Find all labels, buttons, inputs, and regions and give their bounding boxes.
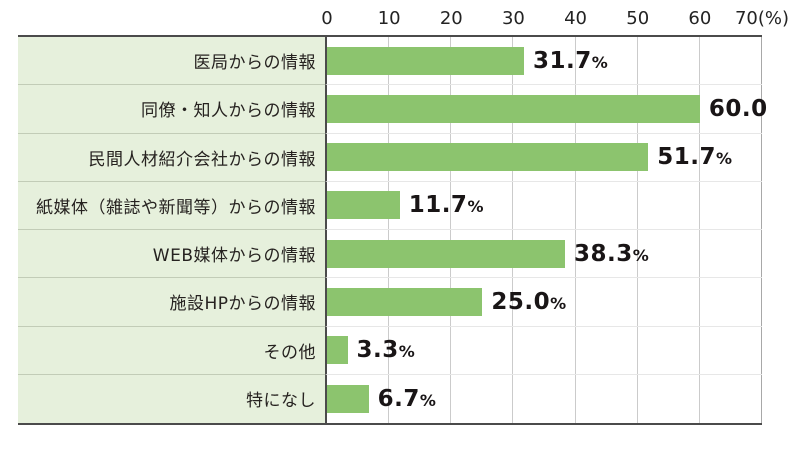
chart-row: 民間人材紹介会社からの情報 51.7% — [18, 133, 762, 182]
bar-track: 25.0% — [325, 278, 762, 327]
bar-track: 31.7% — [325, 37, 762, 86]
value-label: 51.7% — [657, 144, 732, 170]
value-number: 6.7 — [377, 385, 420, 412]
category-label: 同僚・知人からの情報 — [18, 85, 325, 134]
category-label: 特になし — [18, 374, 325, 423]
value-number: 3.3 — [356, 337, 399, 364]
category-label: 紙媒体（雑誌や新聞等）からの情報 — [18, 181, 325, 230]
x-tick-label: 50 — [626, 8, 650, 29]
percent-sign: % — [716, 149, 733, 169]
value-number: 31.7 — [533, 47, 592, 74]
category-label: 民間人材紹介会社からの情報 — [18, 133, 325, 182]
bar-track: 60.0 — [325, 85, 767, 134]
value-number: 11.7 — [408, 192, 468, 219]
category-label: WEB媒体からの情報 — [18, 230, 325, 279]
value-number: 38.3 — [574, 240, 633, 267]
value-label: 38.3% — [574, 241, 649, 267]
bar — [327, 191, 400, 220]
chart-plot-area: 医局からの情報 31.7% 同僚・知人からの情報 60.0 民間人材紹介会社から… — [18, 35, 767, 425]
value-number: 51.7 — [657, 144, 717, 171]
value-label: 11.7% — [409, 192, 484, 218]
bar-track: 6.7% — [325, 374, 762, 423]
x-tick-label: 70(%) — [734, 8, 790, 29]
chart-row: 紙媒体（雑誌や新聞等）からの情報 11.7% — [18, 181, 762, 230]
x-tick-label: 60 — [688, 8, 712, 29]
percent-sign: % — [591, 52, 609, 72]
bar-track: 38.3% — [325, 230, 762, 279]
x-tick-label: 40 — [564, 8, 588, 29]
value-label: 6.7% — [378, 386, 437, 412]
category-label: 施設HPからの情報 — [18, 278, 325, 327]
bar — [327, 94, 700, 123]
value-label: 3.3% — [357, 337, 416, 363]
percent-sign: % — [419, 390, 437, 410]
chart-row: WEB媒体からの情報 38.3% — [18, 230, 762, 279]
percent-sign: % — [467, 197, 484, 217]
value-number: 25.0 — [491, 288, 551, 315]
percent-sign: % — [398, 342, 416, 362]
category-label: その他 — [18, 326, 325, 375]
category-label: 医局からの情報 — [18, 37, 325, 86]
bar — [327, 336, 348, 365]
bar — [327, 143, 649, 172]
chart-row: 医局からの情報 31.7% — [18, 37, 762, 86]
x-tick-label: 20 — [439, 8, 463, 29]
x-tick-label: 30 — [501, 8, 525, 29]
chart-row: その他 3.3% — [18, 326, 762, 375]
x-axis: 0 10 20 30 40 50 60 70(%) — [321, 6, 789, 32]
value-label: 60.0 — [709, 96, 768, 122]
bar — [327, 46, 524, 75]
bar — [327, 384, 369, 413]
bar-track: 3.3% — [325, 326, 762, 375]
chart-row: 施設HPからの情報 25.0% — [18, 278, 762, 327]
bar-track: 51.7% — [325, 133, 762, 182]
chart-row: 同僚・知人からの情報 60.0 — [18, 85, 767, 134]
value-number: 60.0 — [708, 95, 768, 122]
chart-rows: 医局からの情報 31.7% 同僚・知人からの情報 60.0 民間人材紹介会社から… — [18, 37, 767, 423]
chart-row: 特になし 6.7% — [18, 374, 762, 423]
percent-sign: % — [632, 245, 650, 265]
percent-sign: % — [550, 293, 567, 313]
bar-track: 11.7% — [325, 181, 762, 230]
bar — [327, 287, 483, 316]
value-label: 31.7% — [533, 48, 608, 74]
x-tick-label: 0 — [321, 8, 333, 29]
value-label: 25.0% — [491, 289, 566, 315]
x-tick-label: 10 — [377, 8, 401, 29]
bar — [327, 239, 565, 268]
